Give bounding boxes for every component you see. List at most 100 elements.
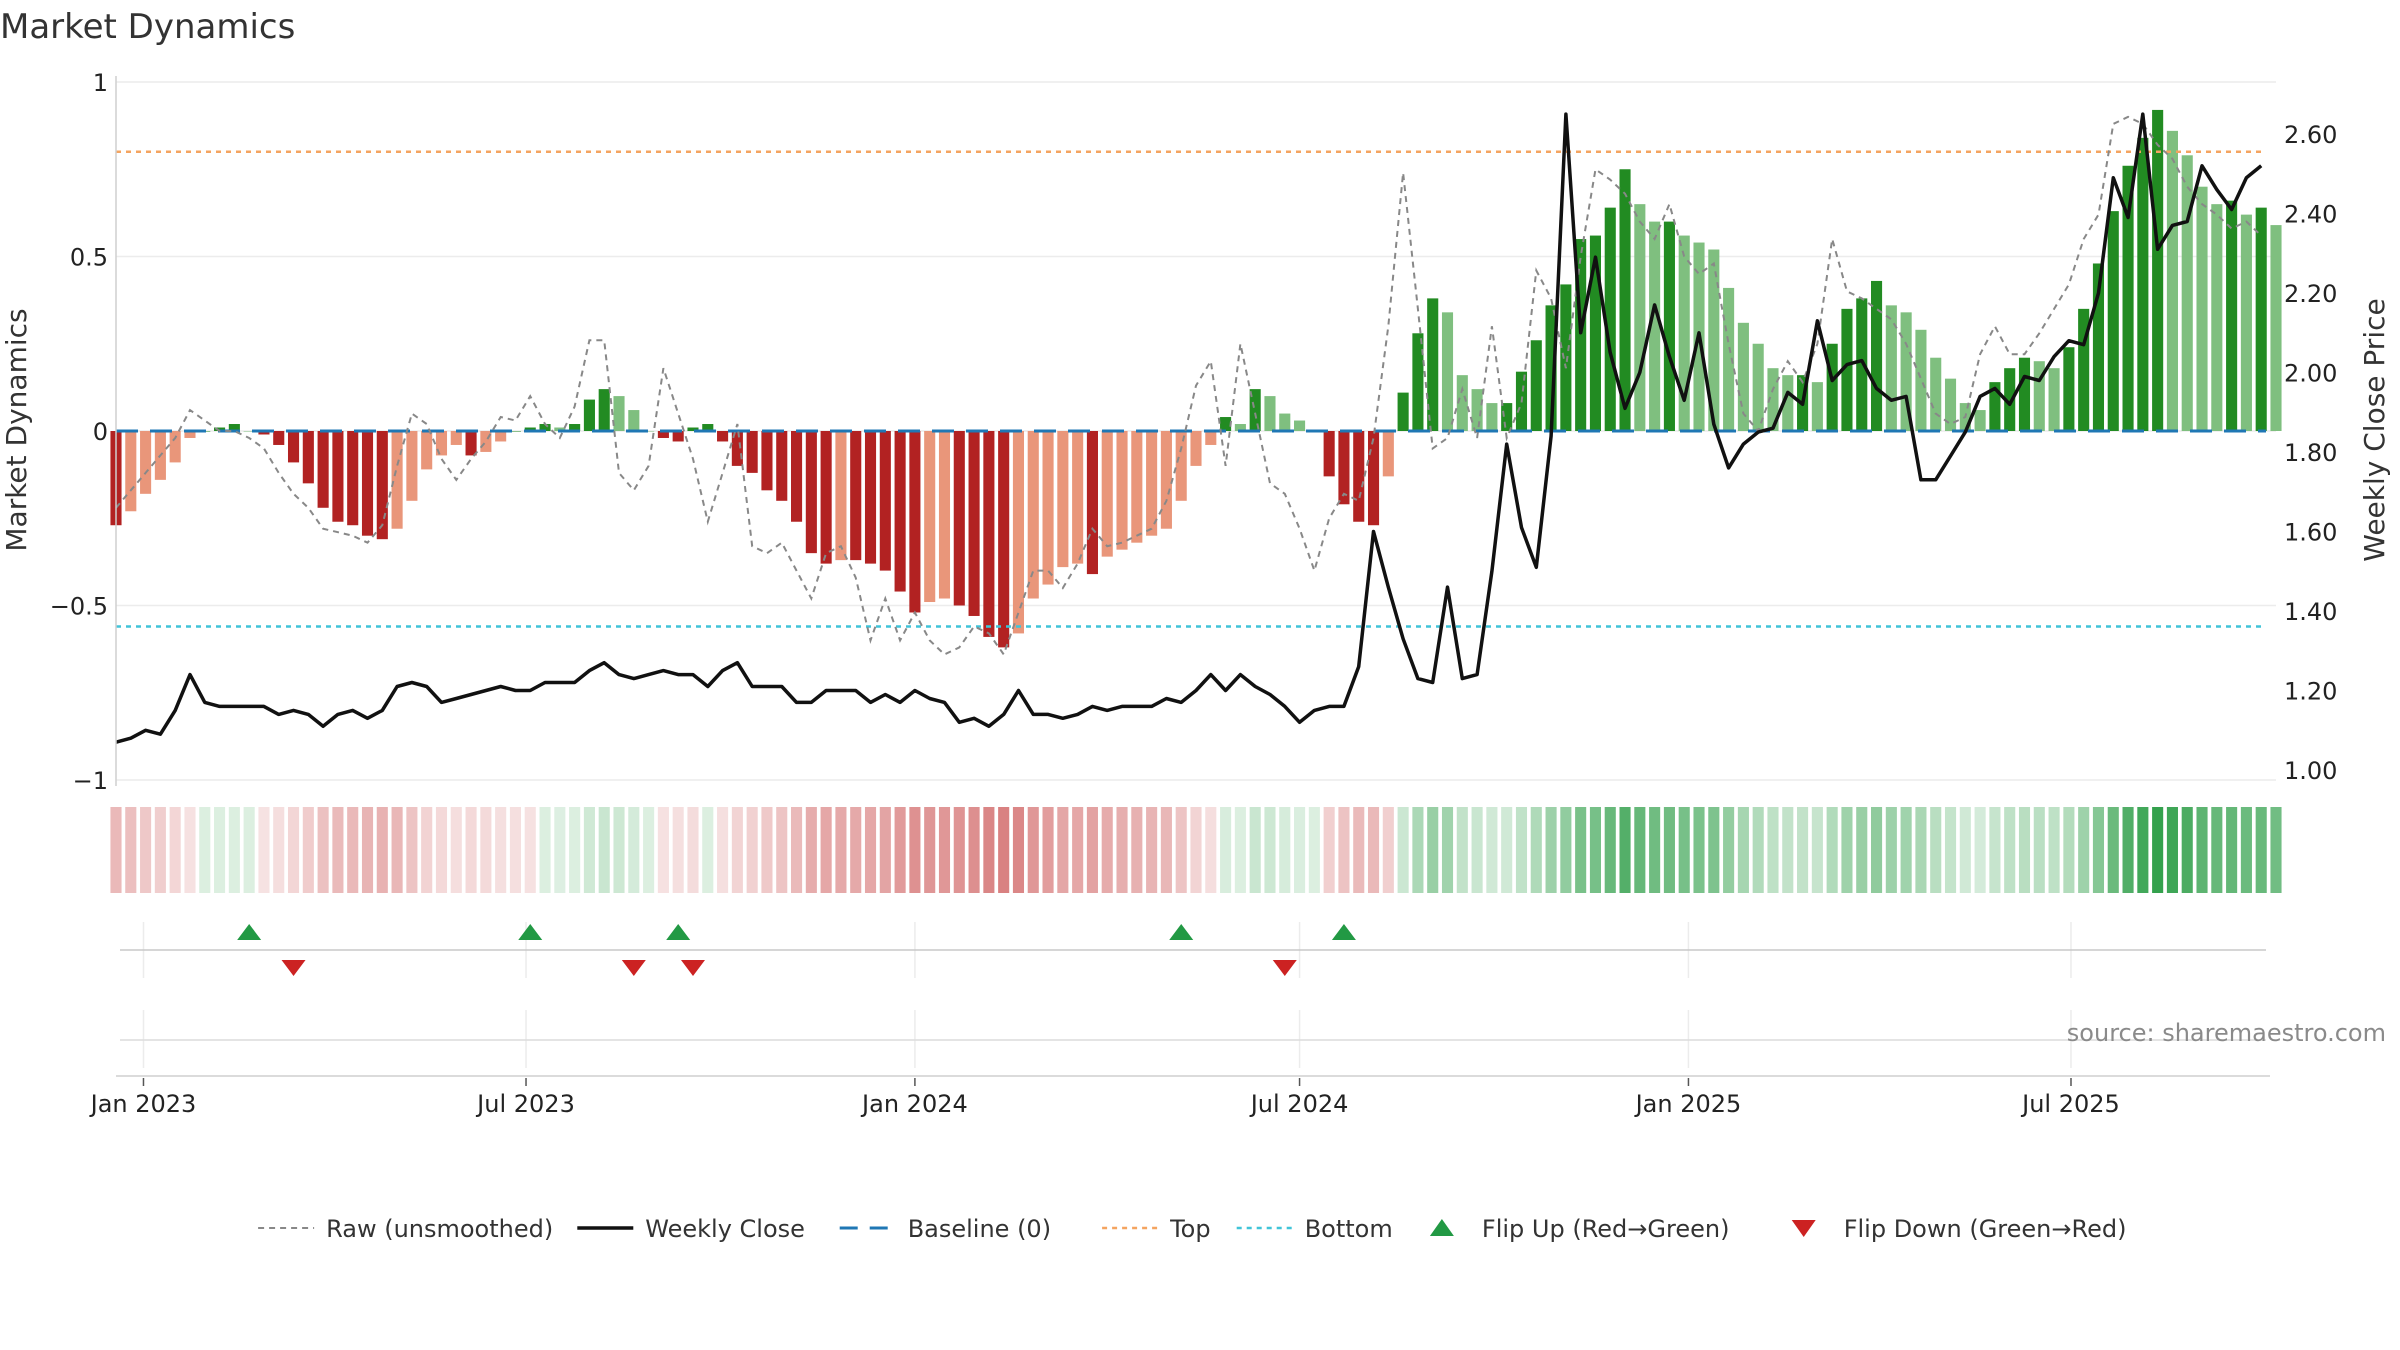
ribbon-cell [169,807,181,893]
dynamics-bar [2078,308,2090,431]
ribbon-cell [1885,807,1897,893]
dynamics-bar [169,431,181,463]
dynamics-bar [1530,340,1542,431]
ribbon-cell [1397,807,1409,893]
y2-tick-label: 2.60 [2284,121,2337,149]
dynamics-bar [1441,312,1454,431]
legend-item: Raw (unsmoothed) [258,1215,553,1243]
x-tick-label: Jan 2023 [89,1090,197,1118]
dynamics-bar [2255,207,2267,431]
dynamics-bar [850,431,862,561]
flip-up-marker [1331,924,1356,940]
y-tick-label: 0.5 [70,244,108,272]
legend-label: Flip Up (Red→Green) [1482,1215,1730,1243]
ribbon-cell [2255,807,2267,893]
ribbon-cell [1663,807,1675,893]
ribbon-cell [864,807,877,893]
dynamics-bar [391,431,403,529]
ribbon-cell [1072,807,1084,893]
ribbon-cell [2018,807,2031,893]
ribbon-cell [243,807,255,893]
ribbon-cell [154,807,166,893]
dynamics-bar [643,431,655,432]
dynamics-bar [1871,280,1883,431]
legend-item: Flip Down (Green→Red) [1791,1215,2126,1243]
ribbon-cell [1412,807,1424,893]
dynamics-bars [110,109,2282,648]
ribbon-cell [968,807,980,893]
ribbon-cell [894,807,906,893]
ribbon-cell [465,807,477,893]
ribbon-cell [1116,807,1128,893]
dynamics-bar [421,431,433,470]
dynamics-bar [717,431,729,442]
ribbon-cell [2270,807,2282,893]
dynamics-bar [1944,378,1957,431]
ribbon-cell [1974,807,1986,893]
dynamics-bar [450,431,462,445]
flip-up-marker [518,924,543,940]
dynamics-bar [1752,343,1764,431]
ribbon-cell [199,807,211,893]
legend-label: Baseline (0) [908,1215,1051,1243]
x-tick-label: Jul 2025 [2020,1090,2120,1118]
dynamics-bar [1826,343,1838,431]
ribbon-cell [1545,807,1557,893]
dynamics-bar [2211,204,2223,431]
ribbon-cell [746,807,758,893]
ribbon-cell [2048,807,2060,893]
dynamics-bar [140,431,152,494]
ribbon-cell [1294,807,1306,893]
ribbon-cell [953,807,965,893]
ribbon-cell [791,807,803,893]
ribbon-cell [1693,807,1705,893]
dynamics-bar [2063,347,2075,431]
ribbon-cell [1175,807,1187,893]
flip-up-marker [1169,924,1194,940]
dynamics-bar [835,431,847,561]
dynamics-bar [1811,382,1823,431]
dynamics-bar [1042,431,1054,585]
ribbon-cell [1027,807,1039,893]
ribbon-cell [524,807,536,893]
dynamics-bar [317,431,329,508]
legend-label: Raw (unsmoothed) [326,1215,553,1243]
dynamics-bar [302,431,314,484]
dynamics-bar [228,424,240,431]
dynamics-bar [554,427,566,431]
dynamics-bar [613,396,625,431]
ribbon-cell [1560,807,1572,893]
ribbon-cell [1767,807,1779,893]
y2-tick-label: 1.00 [2284,757,2337,785]
dynamics-bar [2226,200,2238,431]
y-tick-label: −1 [73,767,108,795]
x-tick-label: Jan 2025 [1634,1090,1742,1118]
axes: 1 0.5 0 −0.5 −1 2.60 2.40 2.20 2.00 1.80 1.60 1.40 1… [50,69,2338,1118]
dynamics-bar [1708,249,1720,431]
ribbon-cell [1353,807,1365,893]
dynamics-bar [1619,169,1631,431]
ribbon-cell [776,807,788,893]
dynamics-bar [2152,109,2164,432]
dynamics-bar [702,424,714,431]
ribbon-cell [1989,807,2001,893]
dynamics-bar [583,399,595,431]
flip-down-marker [621,960,646,976]
dynamics-bar [1072,431,1084,564]
dynamics-bar [1589,235,1601,431]
legend-label: Top [1169,1215,1211,1243]
ribbon-cell [376,807,388,893]
dynamics-bar [761,431,773,491]
dynamics-bar [1841,308,1853,431]
flip-up-marker [666,924,691,940]
ribbon-cell [583,807,595,893]
dynamics-bar [1027,431,1039,599]
ribbon-cell [450,807,462,893]
ribbon-cell [1900,807,1912,893]
ribbon-cell [1012,807,1025,893]
ribbon-cell [347,807,359,893]
dynamics-bar [820,431,832,564]
dynamics-bar [361,431,374,536]
source-label: source: sharemaestro.com [2067,1019,2386,1047]
